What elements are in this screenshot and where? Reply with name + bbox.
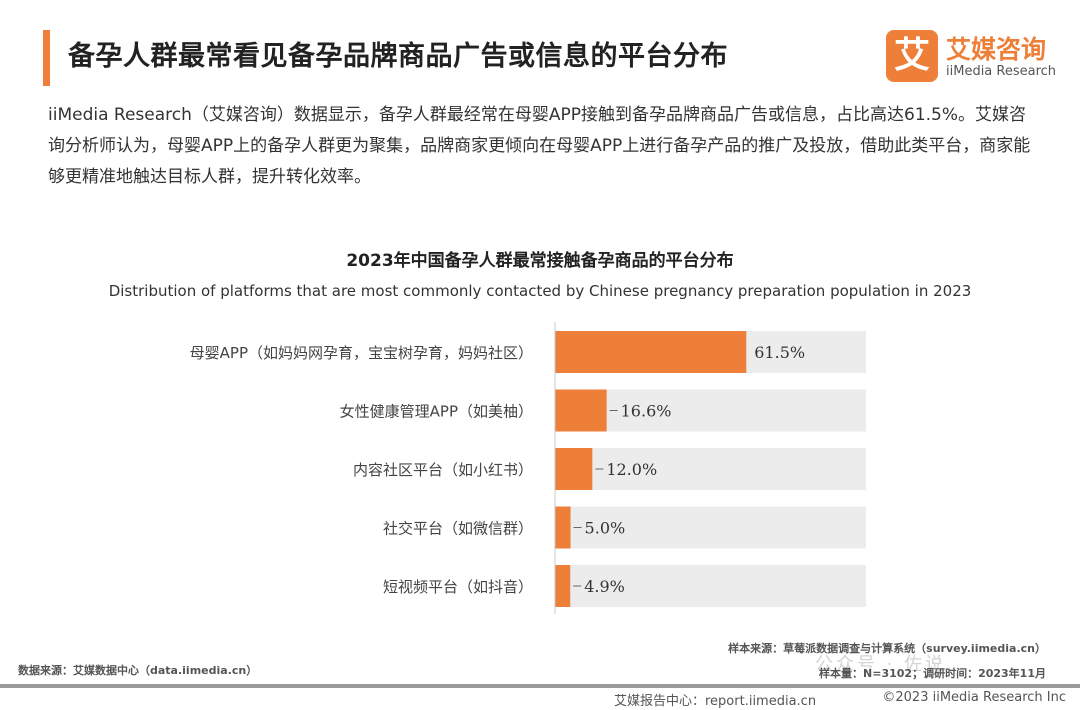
chart-subtitle: Distribution of platforms that are most … (108, 282, 972, 300)
chart-title: 2023年中国备孕人群最常接触备孕商品的平台分布 (346, 251, 734, 271)
category-label-0: 母婴APP（如妈妈网孕育，宝宝树孕育，妈妈社区） (190, 344, 533, 362)
footer-copyright: ©2023 iiMedia Research Inc (882, 690, 1066, 705)
iimedia-logo: 艾 艾媒咨询 iiMedia Research (886, 30, 1058, 86)
data-source: 数据来源：艾媒数据中心（data.iimedia.cn） (18, 664, 258, 677)
title-accent-bar (43, 30, 50, 86)
value-label-4: 4.9% (584, 577, 625, 596)
bar-track-3 (555, 506, 866, 549)
watermark-text: 公众号 · 佐说 (815, 654, 947, 675)
bar-track-2 (555, 448, 866, 490)
bar-track-1 (555, 389, 866, 432)
logo-en-text: iiMedia Research (946, 64, 1057, 79)
sample-source: 样本来源：草莓派数据调查与计算系统（survey.iimedia.cn） (728, 642, 1046, 655)
page-title: 备孕人群最常看见备孕品牌商品广告或信息的平台分布 (68, 41, 728, 72)
value-label-1: 16.6% (621, 402, 672, 421)
bar-4 (555, 565, 571, 607)
value-label-2: 12.0% (606, 460, 657, 479)
bar-2 (555, 448, 593, 490)
value-label-0: 61.5% (754, 343, 805, 362)
bar-1 (555, 389, 607, 432)
value-label-3: 5.0% (585, 519, 626, 538)
logo-mark: 艾 (886, 30, 938, 82)
category-label-1: 女性健康管理APP（如美柚） (340, 403, 533, 421)
bar-0 (555, 331, 747, 373)
logo-cn-text: 艾媒咨询 (946, 35, 1047, 64)
intro-paragraph: iiMedia Research（艾媒咨询）数据显示，备孕人群最经常在母婴APP… (48, 105, 1031, 187)
category-label-2: 内容社区平台（如小红书） (353, 461, 533, 479)
category-label-4: 短视频平台（如抖音） (383, 578, 533, 596)
category-label-3: 社交平台（如微信群） (383, 520, 533, 538)
footer-report-link[interactable]: 艾媒报告中心：report.iimedia.cn (614, 694, 817, 709)
footer-divider (0, 684, 1080, 688)
bar-track-4 (555, 565, 866, 607)
bar-3 (555, 506, 571, 549)
sample-info: 样本量：N=3102；调研时间：2023年11月 (819, 667, 1046, 680)
